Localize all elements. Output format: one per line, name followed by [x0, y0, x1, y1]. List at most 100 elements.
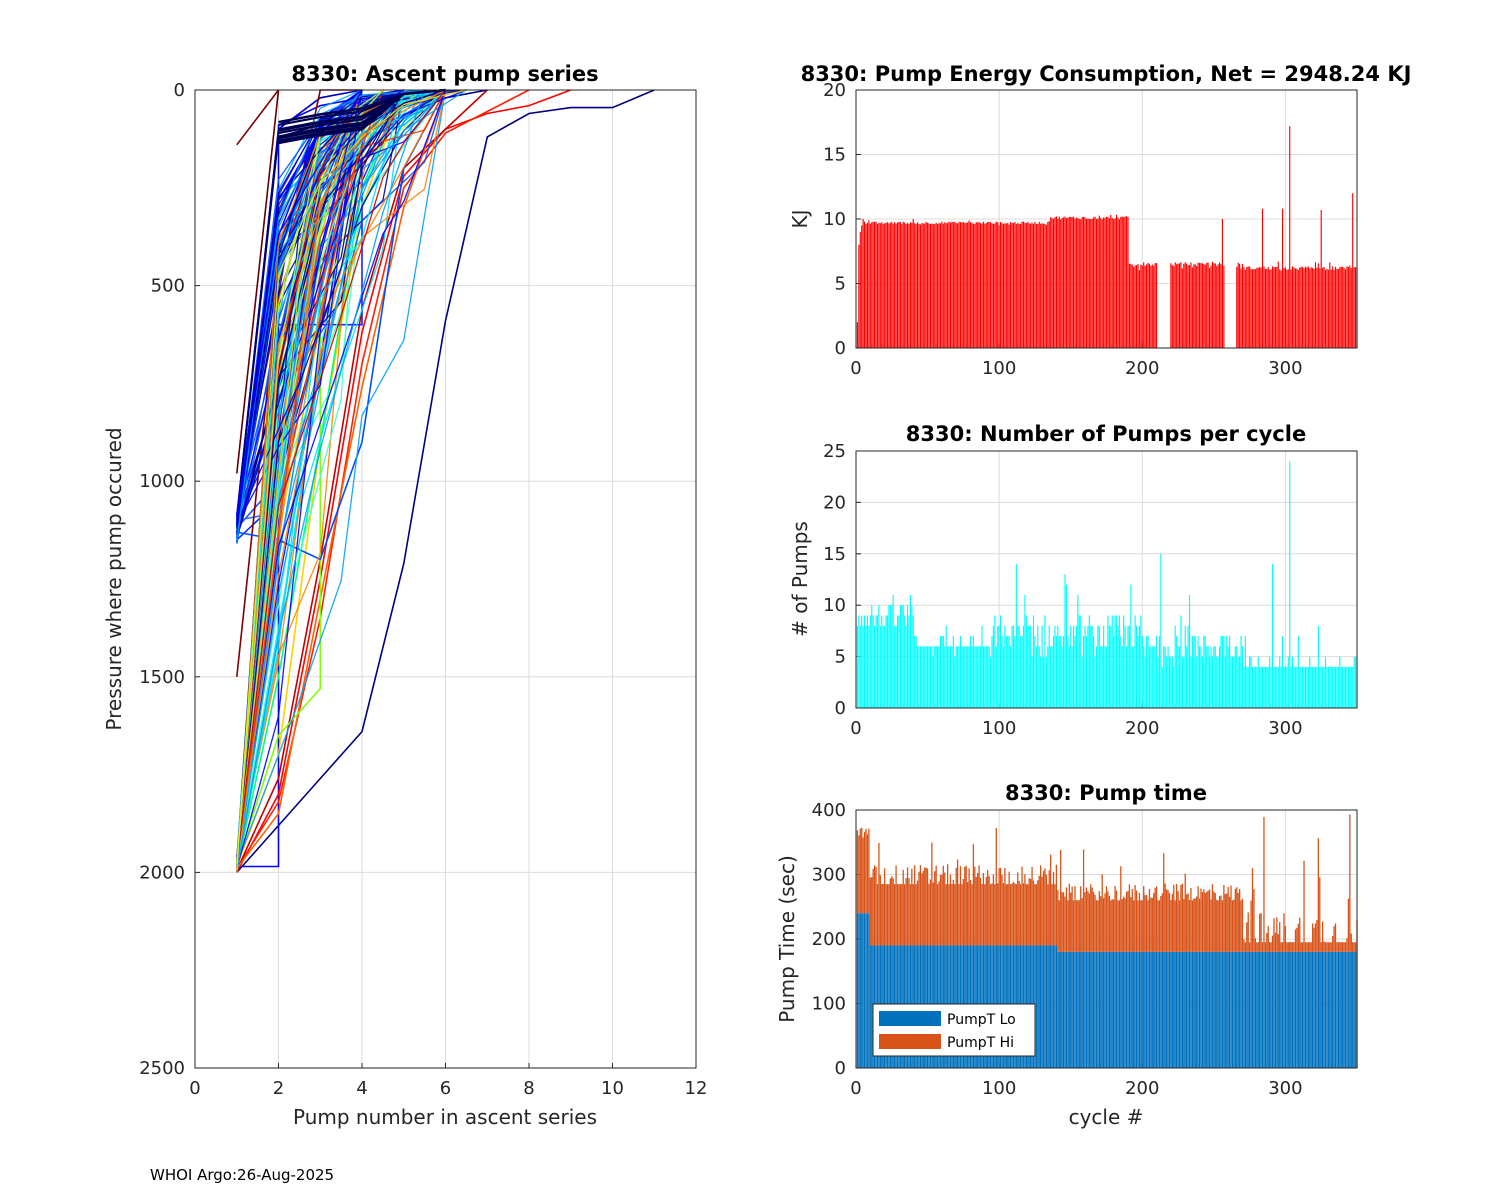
bar: [1273, 666, 1275, 708]
bar: [987, 221, 989, 348]
bar-pumpt-hi: [1294, 929, 1297, 952]
bar-pumpt-hi: [886, 884, 889, 946]
bar: [1246, 267, 1248, 348]
legend-swatch-hi: [879, 1034, 941, 1049]
bar-pumpt-lo: [1064, 951, 1066, 1068]
bar: [1171, 656, 1173, 708]
bar-pumpt-hi: [1246, 922, 1248, 952]
bar-pumpt-hi: [1045, 874, 1048, 946]
bar-pumpt-hi: [1188, 900, 1191, 952]
bar: [952, 221, 954, 348]
bar: [1058, 216, 1060, 348]
bar-pumpt-hi: [956, 859, 959, 946]
bar: [1193, 636, 1195, 708]
pump-energy-chart: 0 100 200 300 0 5 10 15 20 8330: Pump Energy Co…: [788, 62, 1411, 379]
bar-pumpt-hi: [904, 884, 906, 946]
bar-pumpt-lo: [1198, 951, 1201, 1068]
bar: [954, 656, 956, 708]
bar-pumpt-hi: [1140, 900, 1142, 952]
bar: [934, 646, 936, 708]
bar-pumpt-lo: [1213, 951, 1215, 1068]
bar: [1097, 625, 1099, 708]
bar-pumpt-hi: [1004, 867, 1006, 946]
bar: [1259, 666, 1261, 708]
bar: [1267, 267, 1269, 348]
bar-pumpt-lo: [1340, 951, 1342, 1068]
bar: [924, 646, 926, 708]
bar: [958, 221, 960, 348]
bar-pumpt-hi: [972, 844, 975, 946]
bar: [1246, 666, 1248, 708]
bar-pumpt-lo: [1140, 951, 1142, 1068]
bar-pumpt-hi: [1181, 883, 1184, 952]
bar: [974, 646, 976, 708]
bar-pumpt-hi: [1061, 892, 1063, 952]
bar: [992, 625, 994, 708]
bar-pumpt-hi: [1213, 891, 1215, 952]
bar-pumpt-hi: [1174, 900, 1176, 952]
bar-pumpt-hi: [1148, 888, 1151, 952]
bar-pumpt-hi: [945, 884, 947, 946]
bar-pumpt-lo: [1085, 951, 1088, 1068]
bar: [1091, 218, 1093, 348]
axes-frame: [194, 89, 697, 1069]
bar: [1241, 646, 1244, 708]
bar: [1147, 262, 1149, 348]
bar: [1001, 636, 1003, 708]
y-tick-labels: 0 5 10 15 20 25: [823, 441, 846, 719]
bar: [957, 223, 959, 348]
bar-pumpt-hi: [1281, 942, 1284, 952]
legend: PumpT Lo PumpT Hi: [872, 1003, 1036, 1057]
bar: [1101, 646, 1103, 708]
bar-pumpt-lo: [1137, 951, 1139, 1068]
bar: [1188, 594, 1191, 708]
bar-pumpt-hi: [939, 874, 942, 946]
bar: [1234, 646, 1236, 708]
bar-pumpt-hi: [926, 868, 929, 946]
bar: [1077, 218, 1079, 348]
bar: [1010, 646, 1012, 708]
bar-pumpt-hi: [1005, 884, 1007, 946]
bar: [1306, 267, 1308, 348]
bar: [1007, 222, 1009, 348]
bar: [1068, 646, 1070, 708]
bar-pumpt-hi: [1121, 899, 1123, 952]
bar-pumpt-lo: [868, 913, 870, 1068]
bar-pumpt-lo: [1322, 951, 1324, 1068]
bar: [962, 221, 964, 348]
bar: [916, 222, 919, 348]
bar-pumpt-lo: [1233, 951, 1235, 1068]
bar: [1313, 666, 1315, 708]
bar: [995, 646, 997, 708]
bar: [1044, 615, 1046, 708]
profile-line: [236, 89, 363, 525]
bar-pumpt-hi: [1157, 900, 1159, 952]
bar-pumpt-hi: [1037, 880, 1039, 946]
bar-pumpt-lo: [1038, 945, 1040, 1068]
bar-pumpt-hi: [1309, 942, 1311, 952]
bar: [1349, 666, 1351, 708]
bar-pumpt-hi: [871, 876, 873, 946]
bar: [1062, 217, 1065, 348]
bar: [864, 615, 866, 708]
series-lines: [236, 88, 655, 873]
bar-pumpt-lo: [1088, 951, 1090, 1068]
bar-pumpt-lo: [1150, 951, 1152, 1068]
bar: [985, 646, 987, 708]
bar-pumpt-hi: [1095, 900, 1098, 952]
bar-pumpt-hi: [1134, 885, 1136, 952]
bar: [1156, 263, 1158, 348]
bar: [1219, 262, 1221, 348]
bar-pumpt-hi: [1203, 889, 1205, 952]
bar-pumpt-hi: [954, 884, 956, 946]
bar-pumpt-lo: [1127, 951, 1129, 1068]
bar-pumpt-lo: [1253, 951, 1255, 1068]
bar-pumpt-hi: [1277, 934, 1279, 952]
bar: [1105, 216, 1108, 348]
bar-pumpt-lo: [1227, 951, 1229, 1068]
bar: [1317, 625, 1319, 708]
bar-pumpt-lo: [1247, 951, 1249, 1068]
bar-pumpt-lo: [1168, 951, 1171, 1068]
bar-pumpt-lo: [1057, 951, 1059, 1068]
bar: [1061, 646, 1063, 708]
